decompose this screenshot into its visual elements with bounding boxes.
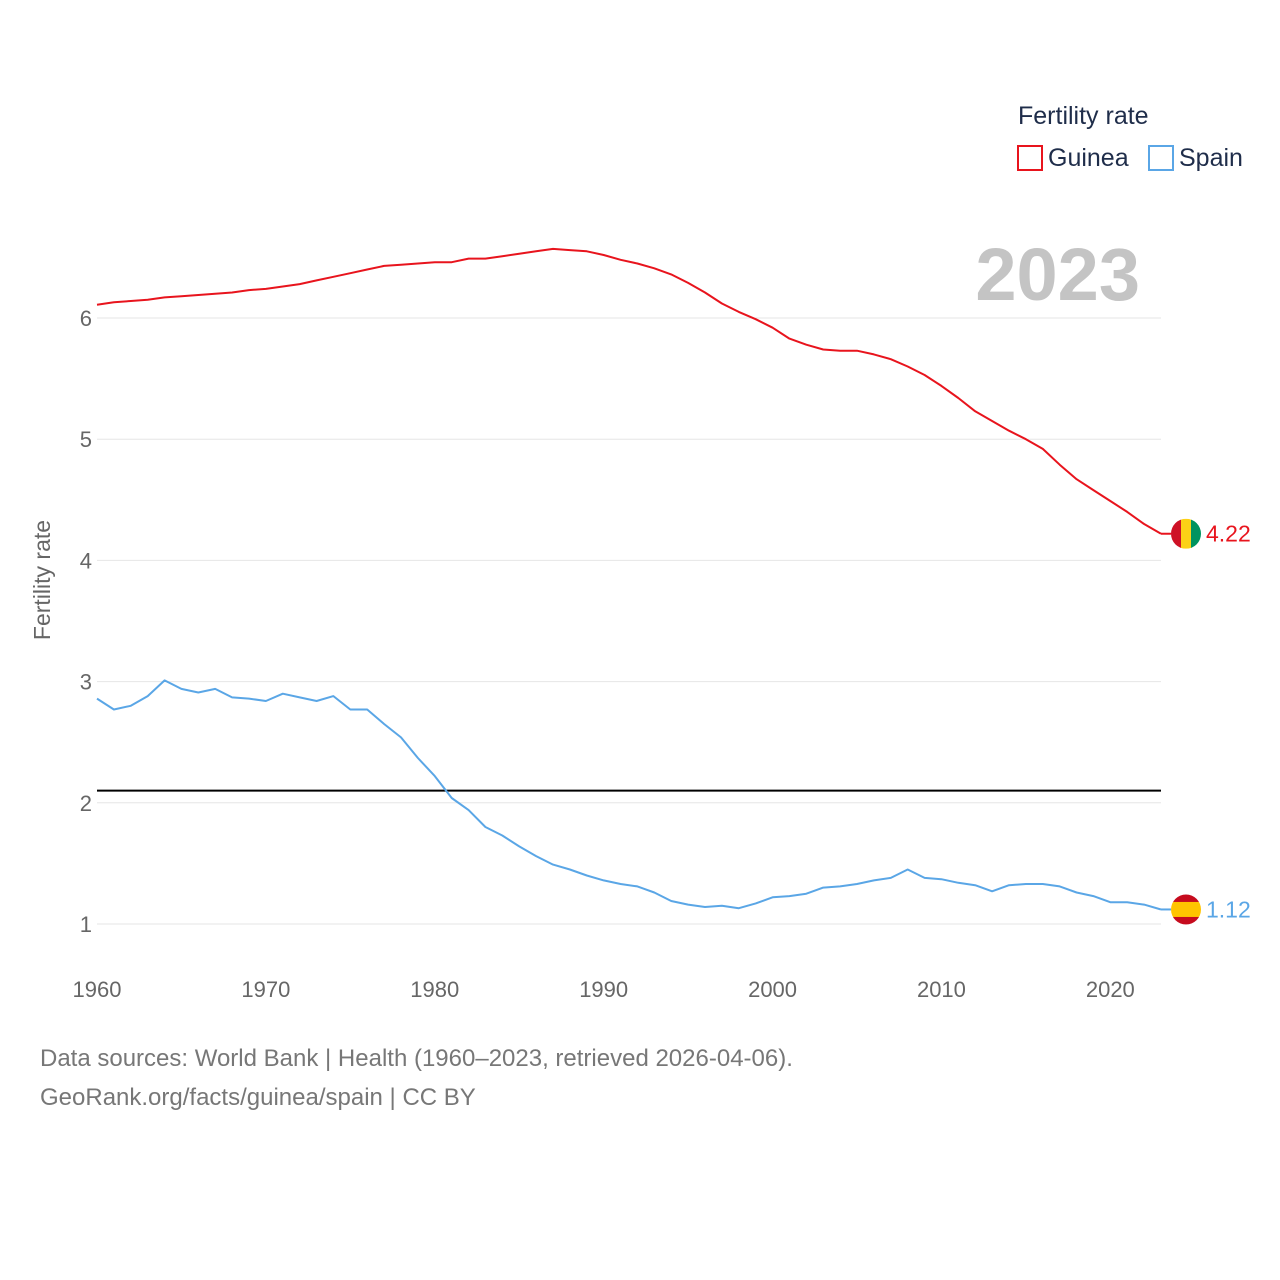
x-tick-label: 1970 (241, 977, 290, 1002)
legend-item-spain[interactable]: Spain (1148, 144, 1243, 172)
series-line-spain[interactable] (96, 679, 1162, 911)
x-tick-label: 1990 (579, 977, 628, 1002)
legend-label-guinea: Guinea (1048, 144, 1129, 172)
legend-swatch-spain (1148, 145, 1174, 171)
current-year-label: 2023 (975, 233, 1140, 316)
legend: Fertility rate Guinea Spain (1017, 102, 1243, 172)
x-tick-label: 1980 (410, 977, 459, 1002)
y-tick-label: 1 (80, 912, 92, 937)
y-tick-label: 5 (80, 427, 92, 452)
y-axis-ticks: 1 2 3 4 5 6 (80, 306, 92, 937)
y-axis-title: Fertility rate (29, 520, 55, 640)
credit-link[interactable]: GeoRank.org/facts/guinea/spain | CC BY (40, 1084, 476, 1111)
legend-title: Fertility rate (1018, 102, 1149, 130)
end-value-label-guinea: 4.22 (1206, 521, 1251, 547)
x-tick-label: 2020 (1086, 977, 1135, 1002)
legend-swatch-guinea (1017, 145, 1043, 171)
end-value-label-spain: 1.12 (1206, 896, 1251, 922)
flag-icon-spain (1171, 894, 1201, 925)
x-tick-label: 2000 (748, 977, 797, 1002)
flag-icon-guinea (1171, 518, 1201, 549)
x-tick-label: 2010 (917, 977, 966, 1002)
grid-lines (97, 317, 1161, 925)
data-sources-note: Data sources: World Bank | Health (1960–… (40, 1045, 793, 1072)
legend-label-spain: Spain (1179, 144, 1243, 172)
legend-item-guinea[interactable]: Guinea (1017, 144, 1129, 172)
y-tick-label: 4 (80, 548, 92, 573)
series-lines (96, 247, 1162, 911)
x-axis-ticks: 1960 1970 1980 1990 2000 2010 2020 (73, 977, 1135, 1002)
series-line-guinea[interactable] (96, 247, 1162, 535)
end-markers: 4.22 1.12 (1161, 518, 1251, 925)
y-tick-label: 3 (80, 670, 92, 695)
y-tick-label: 2 (80, 791, 92, 816)
y-tick-label: 6 (80, 306, 92, 331)
x-tick-label: 1960 (73, 977, 122, 1002)
